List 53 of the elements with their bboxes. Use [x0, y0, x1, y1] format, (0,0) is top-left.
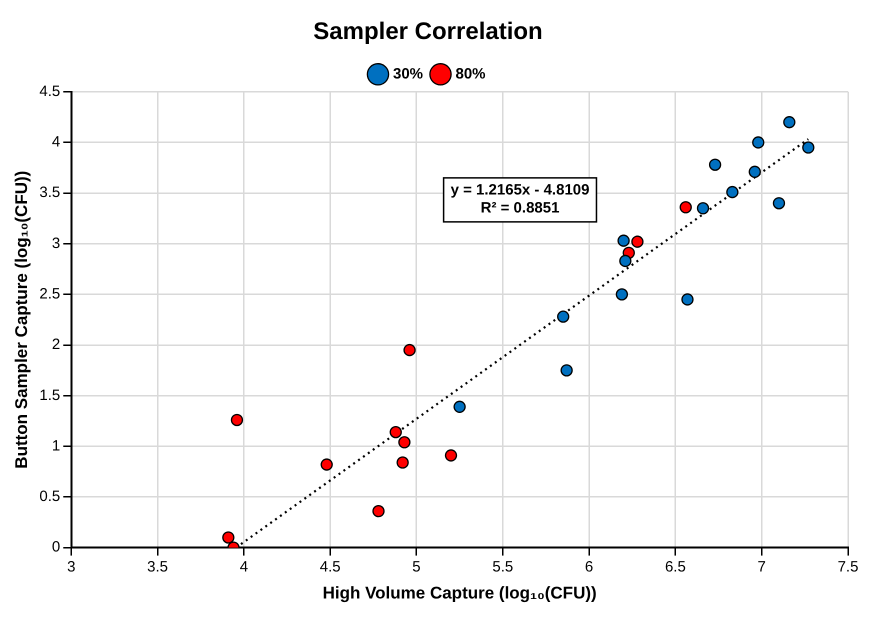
- x-tick-label: 4.5: [320, 558, 341, 576]
- point: [772, 197, 786, 210]
- point: [372, 504, 385, 518]
- point: [696, 202, 710, 214]
- point: [752, 136, 764, 149]
- x-axis-title: High Volume Capture (log₁₀(CFU)): [322, 583, 597, 602]
- y-tick-label: 3.5: [39, 184, 60, 202]
- point: [748, 166, 761, 178]
- point: [619, 254, 632, 268]
- y-tick-label: 3: [52, 234, 60, 252]
- x-tick-label: 5: [412, 558, 421, 576]
- x-tick-label: 4: [240, 558, 248, 576]
- point: [390, 426, 402, 438]
- x-tick-label: 7: [758, 558, 766, 576]
- point: [783, 116, 796, 128]
- point: [320, 458, 333, 471]
- point: [726, 186, 738, 198]
- point: [802, 141, 814, 154]
- point: [560, 364, 573, 376]
- point: [617, 234, 630, 247]
- point: [398, 436, 411, 448]
- y-tick-label: 0: [52, 538, 60, 556]
- point: [631, 236, 644, 248]
- point: [230, 414, 244, 426]
- point: [222, 531, 234, 544]
- y-tick-label: 0.5: [39, 488, 60, 506]
- x-tick-label: 5.5: [492, 558, 514, 576]
- y-tick-label: 2.5: [39, 286, 60, 303]
- point: [453, 400, 466, 413]
- point: [616, 288, 628, 301]
- y-tick-label: 2: [52, 336, 60, 354]
- y-tick-label: 4: [52, 134, 60, 151]
- point: [396, 456, 409, 469]
- annotation: R² = 0.8851: [480, 200, 560, 217]
- point: [403, 344, 416, 356]
- y-axis-title: Button Sampler Capture (log₁₀(CFU)): [12, 170, 31, 469]
- point: [557, 310, 570, 323]
- x-tick-label: 6: [584, 558, 594, 576]
- legend-label: 80%: [456, 65, 486, 82]
- chart-title: Sampler Correlation: [313, 18, 543, 46]
- x-tick-label: 6.5: [664, 558, 686, 576]
- point: [680, 201, 692, 214]
- x-tick-label: 3.5: [147, 558, 168, 576]
- y-tick-label: 4.5: [39, 82, 60, 100]
- point: [708, 158, 722, 171]
- y-tick-label: 1: [52, 437, 60, 454]
- legend-label: 30%: [392, 65, 424, 82]
- y-tick-label: 1.5: [39, 386, 60, 404]
- point: [681, 293, 694, 306]
- x-tick-label: 7.5: [838, 558, 858, 576]
- point: [444, 449, 458, 462]
- annotation: y = 1.2165x - 4.8109: [450, 182, 590, 199]
- x-tick-label: 3: [67, 558, 76, 576]
